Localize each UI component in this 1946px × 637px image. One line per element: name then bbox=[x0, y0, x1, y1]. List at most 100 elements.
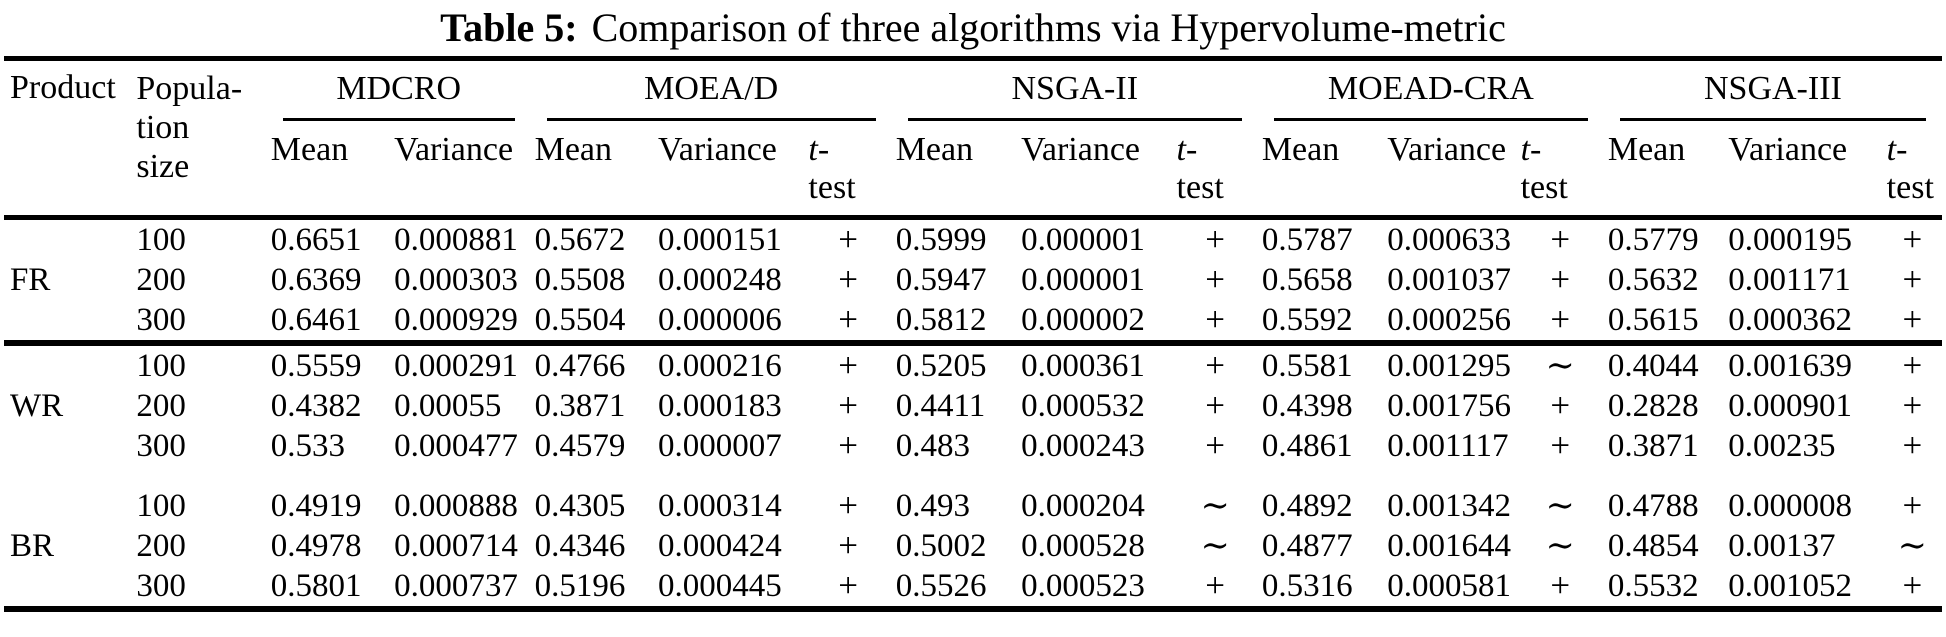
ttest-result: + bbox=[1550, 260, 1571, 299]
ttest-result: + bbox=[838, 566, 858, 605]
group-label: MDCRO bbox=[282, 69, 515, 121]
metric-value: 0.4766 bbox=[534, 348, 626, 384]
metric-value: 0.4877 bbox=[1261, 528, 1353, 564]
ttest-result: + bbox=[838, 486, 858, 525]
metric-value: 0.000888 bbox=[394, 488, 518, 524]
ttest-result: + bbox=[1205, 220, 1226, 259]
table-row: 300 0.533 0.000477 0.4579 0.000007 +0.483 0.00… bbox=[4, 426, 1942, 466]
ttest-result: ∼ bbox=[1545, 346, 1575, 385]
product-label: FR bbox=[10, 262, 51, 298]
metric-value: 0.000001 bbox=[1021, 222, 1145, 258]
mean-header: Mean bbox=[1607, 131, 1686, 168]
population-size-column-header: Popula- tion size bbox=[132, 59, 266, 218]
metric-value: 0.000633 bbox=[1387, 222, 1511, 258]
metric-value: 0.000256 bbox=[1387, 302, 1511, 338]
group-header-mdcro: MDCRO bbox=[267, 59, 531, 121]
metric-value: 0.5196 bbox=[534, 568, 626, 604]
group-label: NSGA-III bbox=[1619, 69, 1926, 121]
metric-value: 0.000737 bbox=[394, 568, 518, 604]
section-fr: FR 100 0.6651 0.000881 0.5672 0.000151 +0.5999… bbox=[4, 218, 1942, 343]
ttest-result: + bbox=[1902, 220, 1923, 259]
ttest-result: + bbox=[1205, 300, 1226, 339]
metric-value: 0.5532 bbox=[1607, 568, 1699, 604]
table-row: 200 0.6369 0.000303 0.5508 0.000248 +0.5947 0.… bbox=[4, 260, 1942, 300]
metric-value: 0.000006 bbox=[657, 302, 782, 338]
metric-value: 0.5801 bbox=[270, 568, 362, 604]
metric-value: 0.000008 bbox=[1728, 488, 1852, 524]
ttest-result: + bbox=[1205, 566, 1226, 605]
metric-value: 0.000001 bbox=[1021, 262, 1145, 298]
metric-value: 0.6651 bbox=[270, 222, 362, 258]
metric-value: 0.000901 bbox=[1728, 388, 1852, 424]
metric-value: 0.000362 bbox=[1728, 302, 1852, 338]
ttest-result: ∼ bbox=[1897, 526, 1927, 565]
population-size-value: 100 bbox=[136, 222, 186, 258]
metric-value: 0.4892 bbox=[1261, 488, 1353, 524]
metric-value: 0.000523 bbox=[1021, 568, 1145, 604]
table-row: FR 100 0.6651 0.000881 0.5672 0.000151 +0.5999… bbox=[4, 218, 1942, 297]
mean-header: Mean bbox=[534, 131, 613, 168]
product-label: WR bbox=[10, 388, 64, 424]
group-label: MOEAD-CRA bbox=[1273, 69, 1588, 121]
variance-header: Variance bbox=[1387, 131, 1507, 168]
metric-value: 0.000204 bbox=[1021, 488, 1145, 524]
ttest-result: + bbox=[1205, 346, 1226, 385]
metric-value: 0.4861 bbox=[1261, 428, 1353, 464]
ttest-result: + bbox=[1205, 426, 1226, 465]
ttest-result: + bbox=[1550, 220, 1571, 259]
table-caption-text: Comparison of three algorithms via Hyper… bbox=[591, 5, 1506, 50]
metric-value: 0.000216 bbox=[657, 348, 782, 384]
ttest-result: + bbox=[838, 346, 858, 385]
population-size-value: 200 bbox=[136, 262, 186, 298]
metric-value: 0.5002 bbox=[895, 528, 987, 564]
metric-value: 0.001117 bbox=[1387, 428, 1509, 464]
ttest-result: ∼ bbox=[1545, 486, 1575, 525]
metric-value: 0.4788 bbox=[1607, 488, 1699, 524]
metric-value: 0.5779 bbox=[1607, 222, 1699, 258]
ttest-header: t- test bbox=[808, 131, 856, 206]
metric-value: 0.000007 bbox=[657, 428, 782, 464]
section-br: BR 100 0.4919 0.000888 0.4305 0.000314 +0.493 0… bbox=[4, 466, 1942, 609]
table-caption-number: Table 5: bbox=[440, 5, 578, 50]
ttest-result: + bbox=[1902, 300, 1923, 339]
metric-value: 0.6461 bbox=[270, 302, 362, 338]
table-header: Product Popula- tion size MDCRO MOEA/D N… bbox=[4, 58, 1942, 218]
group-header-nsga3: NSGA-III bbox=[1604, 59, 1942, 121]
metric-value: 0.5672 bbox=[534, 222, 626, 258]
ttest-result: + bbox=[1902, 346, 1923, 385]
metric-value: 0.4854 bbox=[1607, 528, 1699, 564]
variance-header: Variance bbox=[394, 131, 514, 168]
metric-value: 0.5658 bbox=[1261, 262, 1353, 298]
metric-value: 0.5999 bbox=[895, 222, 987, 258]
ttest-result: + bbox=[1205, 386, 1226, 425]
metric-value: 0.5526 bbox=[895, 568, 987, 604]
metric-value: 0.000881 bbox=[394, 222, 518, 258]
metric-value: 0.3871 bbox=[1607, 428, 1699, 464]
metric-value: 0.00235 bbox=[1728, 428, 1836, 464]
metric-value: 0.00137 bbox=[1728, 528, 1836, 564]
ttest-result: ∼ bbox=[1200, 486, 1230, 525]
ttest-result: + bbox=[1550, 386, 1571, 425]
metric-value: 0.001052 bbox=[1728, 568, 1852, 604]
metric-value: 0.4346 bbox=[534, 528, 626, 564]
table-row: WR 100 0.5559 0.000291 0.4766 0.000216 +0.5205… bbox=[4, 343, 1942, 423]
metric-value: 0.000528 bbox=[1021, 528, 1145, 564]
group-header-row: Product Popula- tion size MDCRO MOEA/D N… bbox=[4, 59, 1942, 185]
table-row: BR 100 0.4919 0.000888 0.4305 0.000314 +0.493 0… bbox=[4, 466, 1942, 563]
metric-value: 0.5205 bbox=[895, 348, 987, 384]
population-header-line: size bbox=[136, 148, 190, 185]
ttest-result: + bbox=[1902, 260, 1923, 299]
metric-value: 0.5504 bbox=[534, 302, 626, 338]
metric-value: 0.4919 bbox=[270, 488, 362, 524]
mean-header: Mean bbox=[895, 131, 974, 168]
metric-value: 0.5615 bbox=[1607, 302, 1699, 338]
population-size-value: 100 bbox=[136, 488, 186, 524]
variance-header: Variance bbox=[1021, 131, 1140, 168]
metric-value: 0.5559 bbox=[270, 348, 362, 384]
ttest-result: + bbox=[838, 220, 858, 259]
metric-value: 0.000424 bbox=[657, 528, 782, 564]
table-row: 200 0.4382 0.00055 0.3871 0.000183 +0.4411 0.0… bbox=[4, 386, 1942, 426]
ttest-result: + bbox=[1902, 426, 1923, 465]
table-row: 300 0.6461 0.000929 0.5504 0.000006 +0.5812 0.… bbox=[4, 300, 1942, 343]
